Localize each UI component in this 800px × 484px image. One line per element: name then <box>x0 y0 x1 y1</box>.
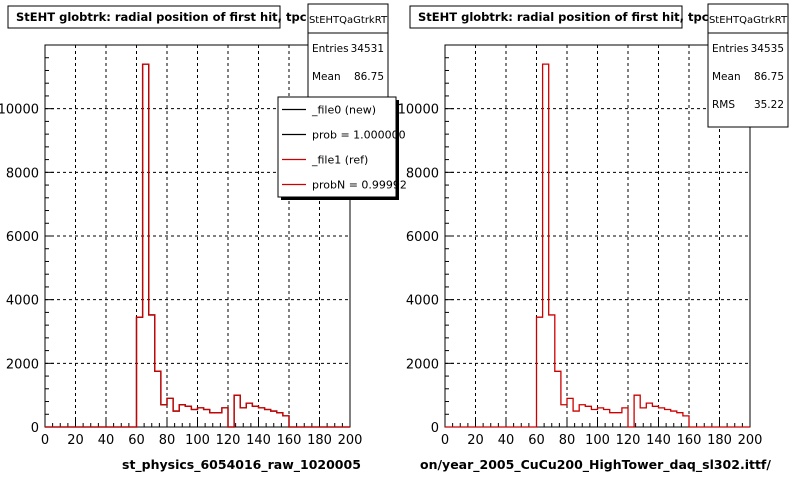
y-tick-label: 10000 <box>398 103 439 118</box>
footer-label: on/year_2005_CuCu200_HighTower_daq_sl302… <box>420 457 771 473</box>
x-tick-label: 80 <box>559 433 576 448</box>
stats-value: 34531 <box>351 43 384 55</box>
chart-title: StEHT globtrk: radial position of first … <box>16 10 307 24</box>
legend-label: prob = 1.000000 <box>312 129 406 142</box>
x-tick-label: 60 <box>128 433 145 448</box>
x-tick-label: 180 <box>707 433 732 448</box>
y-tick-label: 0 <box>431 421 439 436</box>
x-tick-label: 100 <box>585 433 610 448</box>
stats-label: Mean <box>312 71 341 83</box>
title-box <box>7 5 281 29</box>
x-tick-label: 140 <box>646 433 671 448</box>
x-tick-label: 180 <box>307 433 332 448</box>
stats-box <box>307 3 389 100</box>
title-box <box>409 5 683 29</box>
x-tick-label: 0 <box>441 433 449 448</box>
legend-label: _file0 (new) <box>311 104 376 117</box>
stats-label: Entries <box>712 43 749 55</box>
x-tick-label: 120 <box>216 433 241 448</box>
histogram-series-2 <box>45 63 350 428</box>
stats-box <box>707 3 789 128</box>
y-tick-label: 4000 <box>406 294 439 309</box>
grid <box>445 45 750 427</box>
stats-label: Entries <box>312 43 349 55</box>
x-tick-label: 80 <box>159 433 176 448</box>
stats-value: 86.75 <box>354 71 384 83</box>
legend-label: _file1 (ref) <box>311 154 368 167</box>
stats-label: Mean <box>712 71 741 83</box>
x-tick-label: 160 <box>677 433 702 448</box>
y-tick-label: 6000 <box>406 230 439 245</box>
x-tick-label: 0 <box>41 433 49 448</box>
x-tick-label: 20 <box>67 433 84 448</box>
legend-label: probN = 0.99992 <box>312 179 407 192</box>
x-tick-label: 200 <box>738 433 763 448</box>
stats-value: 35.22 <box>754 99 784 111</box>
histogram-series-1 <box>445 63 750 428</box>
x-tick-label: 120 <box>616 433 641 448</box>
stats-value: 34535 <box>751 43 784 55</box>
x-tick-label: 140 <box>246 433 271 448</box>
footer-label: st_physics_6054016_raw_1020005 <box>122 457 361 473</box>
y-tick-label: 2000 <box>6 357 39 372</box>
y-tick-label: 4000 <box>6 294 39 309</box>
stats-name: StEHTQaGtrkRT <box>709 15 788 26</box>
y-tick-label: 6000 <box>6 230 39 245</box>
chart-panel-2: 0 20 40 60 80 100 120 140 160 180 2000200040006000… <box>398 3 789 473</box>
x-tick-label: 100 <box>185 433 210 448</box>
y-tick-label: 8000 <box>6 166 39 181</box>
chart-panel-1: 0 20 40 60 80 100 120 140 160 180 2000200040006000… <box>0 3 407 473</box>
y-tick-label: 2000 <box>406 357 439 372</box>
chart-title: StEHT globtrk: radial position of first … <box>418 10 709 24</box>
y-tick-label: 0 <box>31 421 39 436</box>
x-tick-label: 200 <box>338 433 363 448</box>
stats-label: RMS <box>712 99 735 111</box>
stats-value: 86.75 <box>754 71 784 83</box>
x-tick-label: 60 <box>528 433 545 448</box>
x-tick-label: 40 <box>498 433 515 448</box>
x-tick-label: 20 <box>467 433 484 448</box>
stats-name: StEHTQaGtrkRT <box>309 15 388 26</box>
legend-box <box>277 96 397 198</box>
x-tick-label: 160 <box>277 433 302 448</box>
y-tick-label: 10000 <box>0 103 39 118</box>
x-tick-label: 40 <box>98 433 115 448</box>
y-tick-label: 8000 <box>406 166 439 181</box>
